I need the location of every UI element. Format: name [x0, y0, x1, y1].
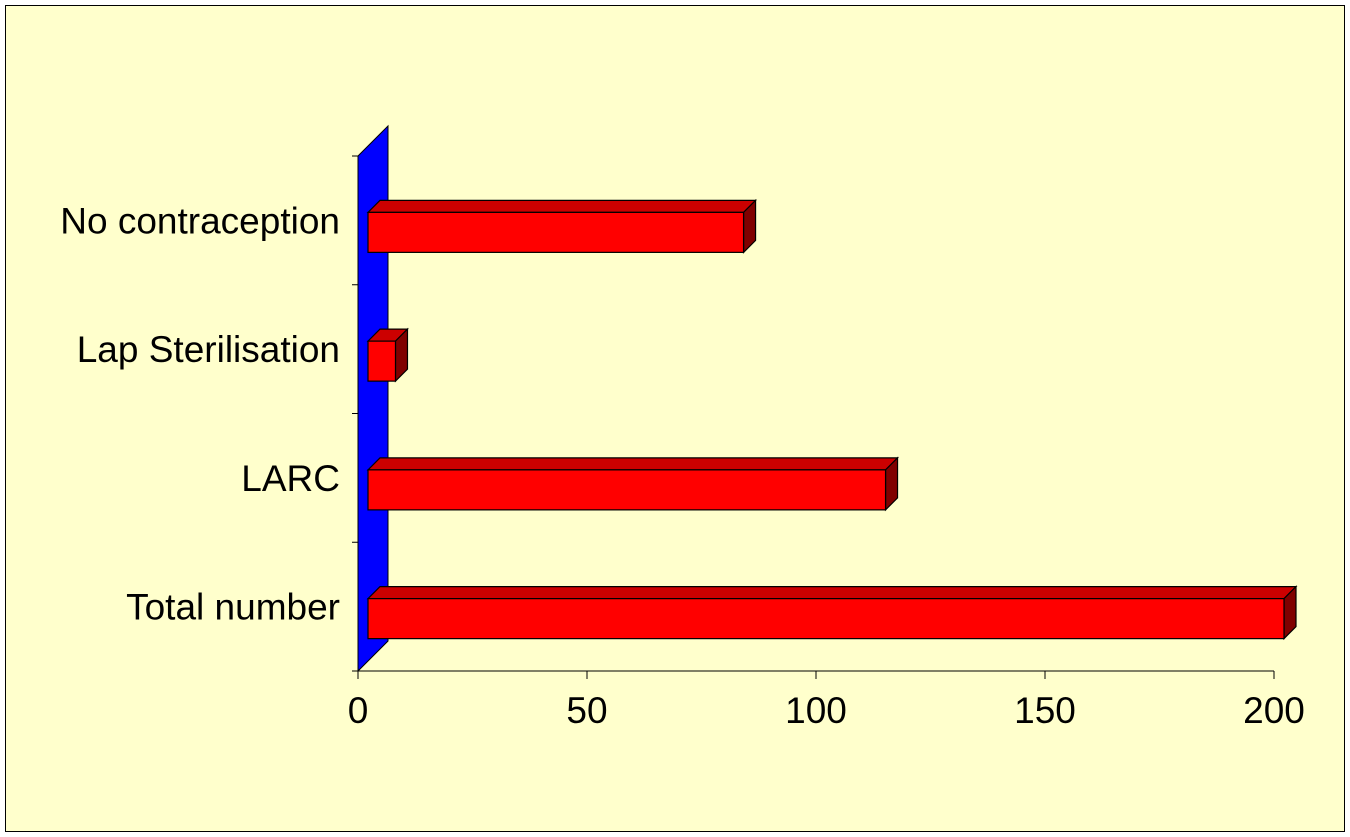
y-tick-label: Lap Sterilisation [77, 329, 340, 370]
x-tick-label: 50 [566, 690, 607, 731]
y-tick-label: LARC [241, 458, 340, 499]
y-tick-labels: Total number LARC Lap Sterilisation No cont… [60, 200, 340, 627]
x-tick-label: 200 [1243, 690, 1305, 731]
bar-front-face [367, 340, 397, 382]
x-tick-label: 0 [348, 690, 369, 731]
bar-front-face [367, 469, 887, 511]
bar [366, 327, 409, 383]
y-tick-label: Total number [126, 587, 340, 628]
bar-top-face [366, 199, 758, 213]
bar [366, 456, 899, 512]
x-tick-label: 100 [785, 690, 847, 731]
x-tick-labels: 0 50 100 150 200 [348, 690, 1305, 731]
bar-top-face [366, 457, 899, 471]
bar-front-face [367, 211, 745, 253]
bar-top-face [366, 586, 1298, 600]
bar-front-face [367, 598, 1285, 640]
bars [366, 198, 1298, 641]
bar [366, 198, 758, 254]
bar [366, 585, 1298, 641]
axis-lines [352, 155, 1275, 679]
x-tick-label: 150 [1014, 690, 1076, 731]
chart-svg: Total number LARC Lap Sterilisation No cont… [6, 6, 1344, 831]
y-tick-label: No contraception [60, 200, 340, 241]
chart-frame: Total number LARC Lap Sterilisation No cont… [5, 5, 1345, 832]
chart-background [6, 6, 1344, 831]
